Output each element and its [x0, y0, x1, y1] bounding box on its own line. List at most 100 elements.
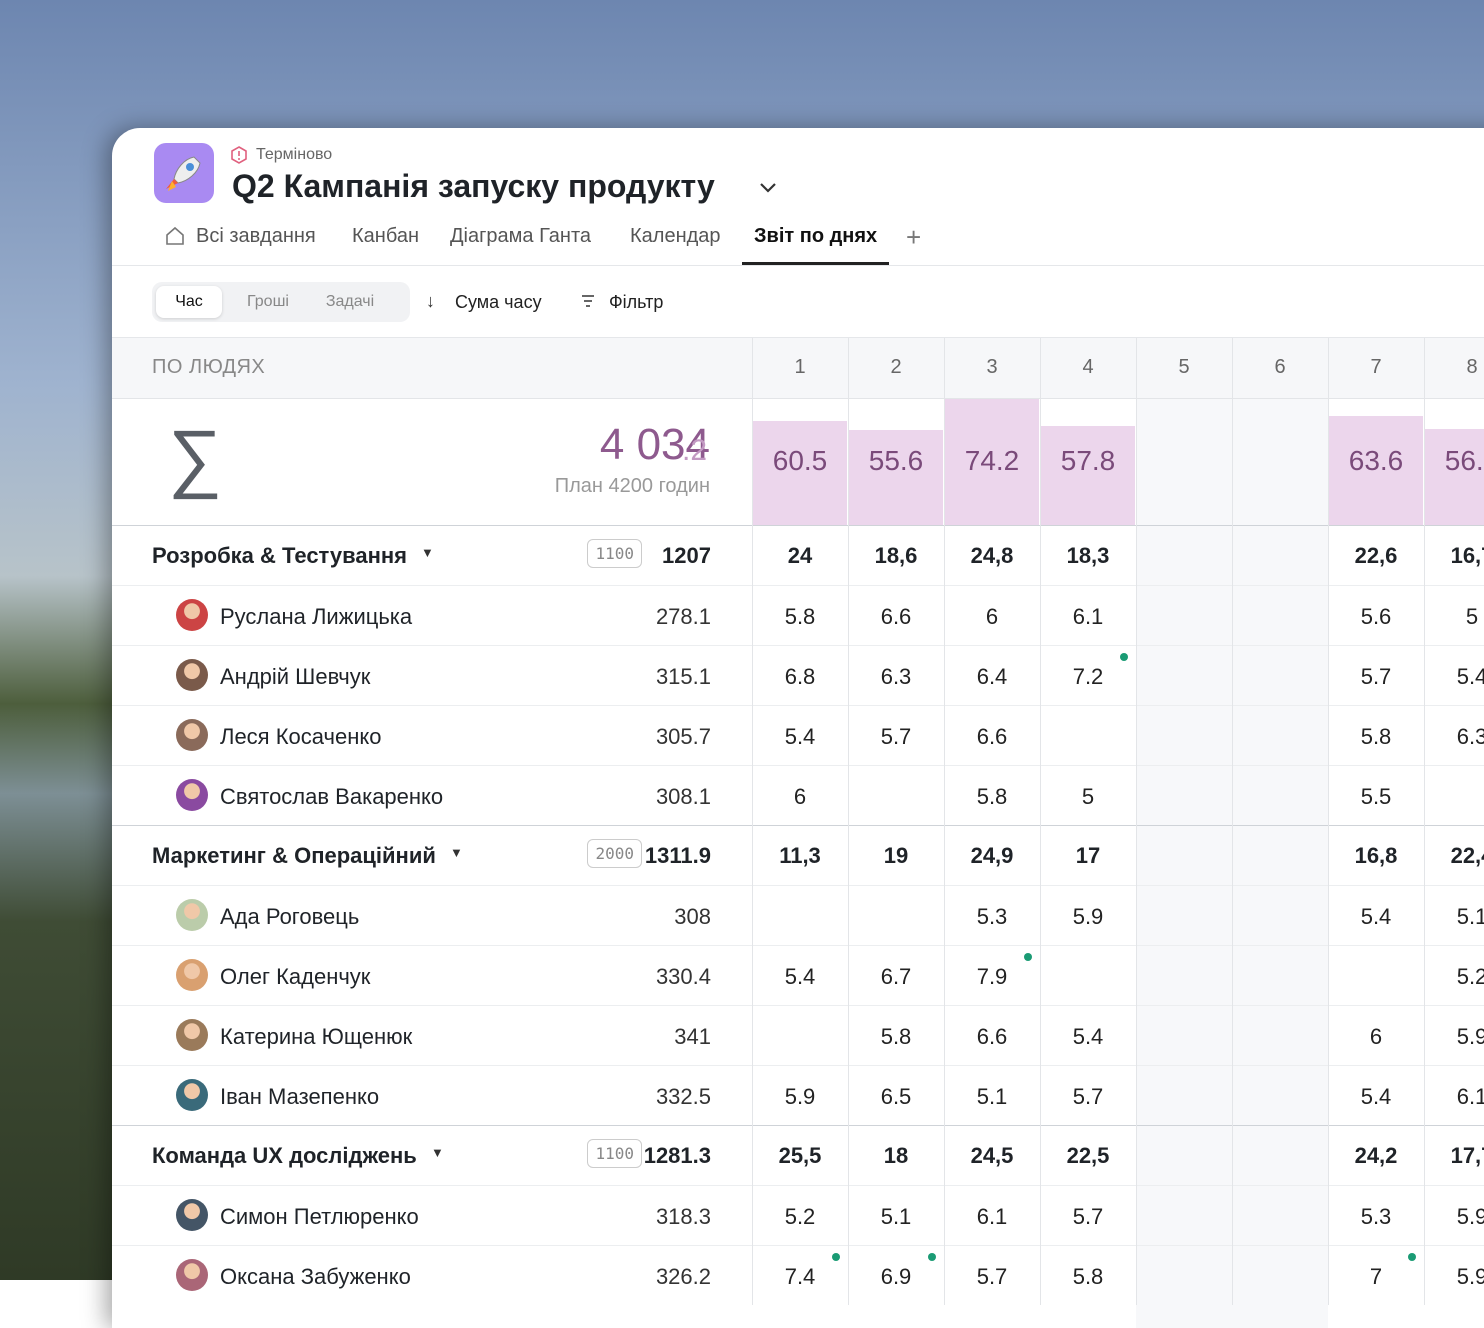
- day-value[interactable]: 5.4: [752, 964, 848, 990]
- day-value[interactable]: 5.5: [1328, 784, 1424, 810]
- day-value[interactable]: 5.9: [1040, 904, 1136, 930]
- day-value[interactable]: 5.9: [1424, 1024, 1484, 1050]
- group-toggle[interactable]: ▼: [450, 845, 463, 860]
- tab[interactable]: Всі завдання: [196, 225, 316, 248]
- day-value[interactable]: 5.4: [1424, 664, 1484, 690]
- day-value[interactable]: 7.2: [1040, 664, 1136, 690]
- filter-button[interactable]: Фільтр: [609, 292, 663, 313]
- comment-dot: [928, 1253, 936, 1261]
- grand-total: 4 034: [112, 420, 710, 470]
- group-toggle[interactable]: ▼: [431, 1145, 444, 1160]
- day-value[interactable]: 5.8: [944, 784, 1040, 810]
- tab[interactable]: Діаграма Ганта: [450, 225, 591, 248]
- day-value[interactable]: 6.3: [1424, 724, 1484, 750]
- group-day-value: 17,7: [1424, 1143, 1484, 1169]
- day-value[interactable]: 5.7: [1040, 1204, 1136, 1230]
- group-day-value: 16,8: [1328, 843, 1424, 869]
- day-value[interactable]: 5.8: [1040, 1264, 1136, 1290]
- day-value[interactable]: 5.7: [1328, 664, 1424, 690]
- day-value[interactable]: 5: [1040, 784, 1136, 810]
- group-day-value: 25,5: [752, 1143, 848, 1169]
- day-value[interactable]: 7.9: [944, 964, 1040, 990]
- day-value[interactable]: 5.4: [1328, 1084, 1424, 1110]
- day-value[interactable]: 7: [1328, 1264, 1424, 1290]
- day-value[interactable]: 5.8: [752, 604, 848, 630]
- group-day-value: 24,9: [944, 843, 1040, 869]
- column-separator: [752, 338, 753, 1305]
- row-separator: [112, 645, 1484, 646]
- group-day-value: 24,5: [944, 1143, 1040, 1169]
- day-value[interactable]: 6: [944, 604, 1040, 630]
- tab[interactable]: Календар: [630, 225, 721, 248]
- column-separator: [1040, 338, 1041, 1305]
- day-value[interactable]: 5.3: [944, 904, 1040, 930]
- member-total: 315.1: [112, 664, 711, 690]
- day-value[interactable]: 6.6: [944, 1024, 1040, 1050]
- segment[interactable]: Гроші: [228, 286, 308, 318]
- member-total: 332.5: [112, 1084, 711, 1110]
- member-total: 318.3: [112, 1204, 711, 1230]
- group-label: ПО ЛЮДЯХ: [152, 356, 265, 379]
- filter-icon: [580, 294, 596, 308]
- day-value[interactable]: 5.9: [1424, 1204, 1484, 1230]
- day-value[interactable]: 6.8: [752, 664, 848, 690]
- row-separator: [112, 705, 1484, 706]
- home-icon: [164, 225, 186, 247]
- day-value[interactable]: 6: [1328, 1024, 1424, 1050]
- day-value[interactable]: 6.1: [944, 1204, 1040, 1230]
- day-value[interactable]: 5.1: [1424, 904, 1484, 930]
- plan: План 4200 годин: [112, 475, 710, 498]
- day-value[interactable]: 5.9: [1424, 1264, 1484, 1290]
- day-value[interactable]: 5.7: [848, 724, 944, 750]
- group-toggle[interactable]: ▼: [421, 545, 434, 560]
- day-value[interactable]: 6.6: [944, 724, 1040, 750]
- member-total: 326.2: [112, 1264, 711, 1290]
- column-separator: [1328, 338, 1329, 1305]
- group-day-value: 22,5: [1040, 1143, 1136, 1169]
- day-value[interactable]: 6.5: [848, 1084, 944, 1110]
- row-separator: [112, 585, 1484, 586]
- tab[interactable]: Канбан: [352, 225, 419, 248]
- day-value[interactable]: 5.7: [1040, 1084, 1136, 1110]
- segment[interactable]: Задачі: [310, 286, 390, 318]
- group-separator: [112, 825, 1484, 826]
- group-day-value: 17: [1040, 843, 1136, 869]
- day-value[interactable]: 6.3: [848, 664, 944, 690]
- day-value[interactable]: 5.9: [752, 1084, 848, 1110]
- day-header: 5: [1136, 356, 1232, 379]
- row-separator: [112, 885, 1484, 886]
- day-value[interactable]: 6.6: [848, 604, 944, 630]
- day-value[interactable]: 6.9: [848, 1264, 944, 1290]
- day-value[interactable]: 7.4: [752, 1264, 848, 1290]
- day-value[interactable]: 5.2: [752, 1204, 848, 1230]
- day-value[interactable]: 6.1: [1424, 1084, 1484, 1110]
- day-value[interactable]: 5.1: [944, 1084, 1040, 1110]
- urgent-icon: [230, 146, 248, 164]
- day-value[interactable]: 5.2: [1424, 964, 1484, 990]
- tab[interactable]: Звіт по днях: [754, 225, 877, 248]
- sort-button[interactable]: Сума часу: [455, 292, 542, 313]
- title-chevron[interactable]: [758, 180, 778, 196]
- segment[interactable]: Час: [156, 286, 222, 318]
- day-value[interactable]: 5.6: [1328, 604, 1424, 630]
- day-header: 4: [1040, 356, 1136, 379]
- day-value[interactable]: 5: [1424, 604, 1484, 630]
- day-value[interactable]: 5.4: [752, 724, 848, 750]
- day-value[interactable]: 6: [752, 784, 848, 810]
- day-value[interactable]: 5.8: [848, 1024, 944, 1050]
- group-day-value: 18,6: [848, 543, 944, 569]
- day-value[interactable]: 6.4: [944, 664, 1040, 690]
- tab-add[interactable]: +: [906, 222, 921, 253]
- comment-dot: [832, 1253, 840, 1261]
- day-total: 55.6: [848, 445, 944, 477]
- day-value[interactable]: 5.4: [1040, 1024, 1136, 1050]
- day-value[interactable]: 6.1: [1040, 604, 1136, 630]
- day-value[interactable]: 5.8: [1328, 724, 1424, 750]
- day-value[interactable]: 5.7: [944, 1264, 1040, 1290]
- day-value[interactable]: 5.3: [1328, 1204, 1424, 1230]
- day-value[interactable]: 6.7: [848, 964, 944, 990]
- day-value[interactable]: 5.4: [1328, 904, 1424, 930]
- group-day-value: 22,6: [1328, 543, 1424, 569]
- comment-dot: [1120, 653, 1128, 661]
- day-value[interactable]: 5.1: [848, 1204, 944, 1230]
